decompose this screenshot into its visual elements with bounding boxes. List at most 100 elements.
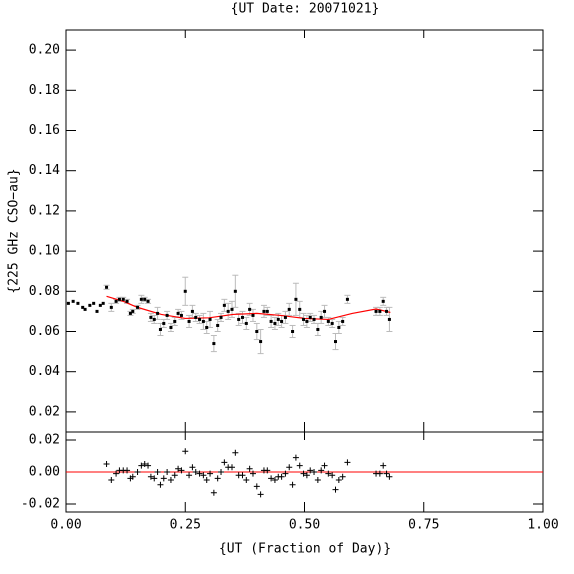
data-point bbox=[308, 315, 312, 319]
data-point bbox=[319, 315, 323, 319]
residual-point bbox=[239, 472, 246, 479]
residual-point bbox=[311, 469, 318, 475]
data-point bbox=[337, 325, 341, 329]
data-point bbox=[312, 317, 316, 321]
y-tick-label: 0.20 bbox=[29, 43, 60, 58]
residual-point bbox=[292, 454, 299, 461]
residual-point bbox=[214, 475, 221, 482]
residual-point bbox=[257, 491, 264, 498]
x-tick-label: 0.00 bbox=[50, 518, 81, 533]
data-point bbox=[276, 317, 280, 321]
residual-point bbox=[344, 459, 351, 466]
x-axis-label: {UT (Fraction of Day)} bbox=[219, 542, 391, 557]
data-point bbox=[302, 317, 306, 321]
chart-title: {UT Date: 20071021} bbox=[231, 2, 380, 17]
residual-point bbox=[147, 473, 154, 480]
residual-point bbox=[303, 472, 310, 479]
data-point bbox=[152, 317, 156, 321]
data-point bbox=[173, 319, 177, 323]
data-point bbox=[194, 315, 198, 319]
data-point bbox=[381, 299, 385, 303]
data-point bbox=[240, 315, 244, 319]
data-point bbox=[201, 319, 205, 323]
data-point bbox=[219, 315, 223, 319]
main-frame bbox=[65, 29, 544, 433]
data-point bbox=[121, 297, 125, 301]
data-point bbox=[230, 307, 234, 311]
data-point bbox=[92, 301, 96, 305]
data-point bbox=[326, 319, 330, 323]
data-point bbox=[81, 305, 85, 309]
data-point bbox=[378, 309, 382, 313]
data-point bbox=[244, 321, 248, 325]
data-point bbox=[385, 309, 389, 313]
data-point bbox=[149, 315, 153, 319]
residual-point bbox=[325, 470, 332, 477]
data-point bbox=[294, 297, 298, 301]
y-tick-label: 0.10 bbox=[29, 244, 60, 259]
data-point bbox=[117, 297, 121, 301]
data-point bbox=[316, 327, 320, 331]
residual-point bbox=[243, 477, 250, 483]
data-point bbox=[131, 309, 135, 313]
y-tick-label: 0.14 bbox=[29, 163, 60, 178]
residual-point bbox=[286, 464, 293, 471]
data-point bbox=[280, 319, 284, 323]
data-point bbox=[222, 303, 226, 307]
data-point bbox=[198, 317, 202, 321]
residual-point bbox=[141, 461, 148, 467]
residual-point bbox=[182, 448, 189, 455]
x-tick-label: 0.25 bbox=[170, 518, 201, 533]
data-point bbox=[237, 317, 241, 321]
data-point bbox=[101, 301, 105, 305]
data-point bbox=[255, 330, 259, 333]
data-point bbox=[128, 311, 132, 315]
residual-point bbox=[383, 470, 390, 477]
residual-point bbox=[210, 489, 217, 496]
residual-point bbox=[164, 469, 171, 475]
residual-point bbox=[192, 469, 199, 475]
y-tick-label: 0.04 bbox=[29, 364, 60, 379]
data-point bbox=[212, 342, 216, 346]
data-point bbox=[273, 321, 277, 325]
data-point bbox=[76, 301, 80, 305]
data-point bbox=[251, 313, 255, 317]
residual-point bbox=[249, 470, 256, 477]
y-tick-label: 0.18 bbox=[29, 83, 60, 98]
data-point bbox=[323, 309, 327, 313]
residual-point bbox=[124, 467, 131, 474]
x-tick-label: 0.50 bbox=[289, 518, 320, 533]
residual-point bbox=[203, 477, 210, 483]
residual-point bbox=[296, 462, 303, 469]
residual-point bbox=[307, 467, 314, 474]
x-tick-label: 0.75 bbox=[408, 518, 439, 533]
data-point bbox=[287, 307, 291, 311]
residual-point bbox=[253, 483, 260, 490]
residual-point bbox=[332, 486, 339, 493]
residual-point bbox=[129, 473, 136, 480]
y-tick-label: 0.08 bbox=[29, 284, 60, 299]
residual-point bbox=[221, 459, 228, 466]
residual-point bbox=[339, 473, 346, 480]
residual-point bbox=[189, 464, 196, 471]
data-point bbox=[291, 330, 295, 333]
y-axis-label: {225 GHz CSO−au} bbox=[7, 168, 22, 293]
data-point bbox=[374, 309, 378, 313]
data-point bbox=[262, 309, 266, 313]
data-point bbox=[190, 309, 194, 313]
data-point bbox=[176, 311, 180, 315]
residual-point bbox=[386, 473, 393, 480]
data-point bbox=[265, 309, 269, 313]
data-point bbox=[187, 319, 191, 323]
y-tick-label: 0.02 bbox=[29, 433, 60, 448]
y-tick-label: 0.02 bbox=[29, 404, 60, 419]
data-point bbox=[248, 307, 252, 311]
data-point bbox=[136, 305, 140, 309]
data-point bbox=[158, 327, 162, 331]
data-point bbox=[88, 303, 92, 307]
residual-point bbox=[113, 470, 120, 477]
data-point bbox=[330, 321, 334, 325]
residual-point bbox=[196, 470, 203, 477]
residual-point bbox=[282, 470, 289, 477]
residual-point bbox=[145, 462, 152, 469]
